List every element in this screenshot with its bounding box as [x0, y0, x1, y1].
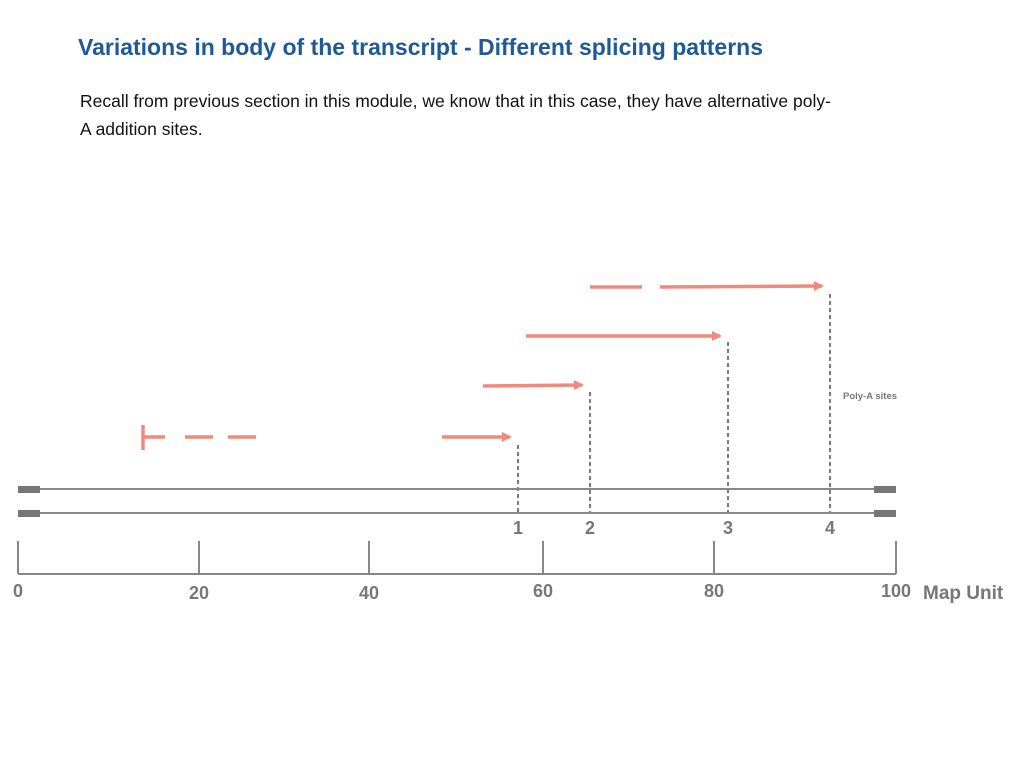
scale-tick-label-60: 60 [533, 581, 553, 601]
polya-site-label-2: 2 [585, 518, 595, 538]
scale-tick-label-40: 40 [359, 583, 379, 603]
scale-tick-label-80: 80 [704, 581, 724, 601]
scale-tick-label-20: 20 [189, 583, 209, 603]
transcript-arrow-2 [482, 380, 584, 391]
transcript-arrow-4 [590, 281, 824, 292]
polya-site-label-4: 4 [825, 518, 835, 538]
scale-unit-label: Map Unit [923, 583, 1004, 604]
transcript-start-dashed [141, 425, 256, 450]
scale-tick-label-0: 0 [13, 581, 23, 601]
polya-site-guides [517, 294, 831, 513]
map-scale [17, 541, 897, 575]
dna-double-strand [18, 486, 896, 517]
polya-site-label-3: 3 [723, 518, 733, 538]
polya-sites-label: Poly-A sites [843, 391, 897, 402]
scale-tick-label-100: 100 [881, 581, 911, 601]
slide-title: Variations in body of the transcript - D… [78, 34, 763, 60]
polya-site-label-1: 1 [513, 518, 523, 538]
slide-body-text: Recall from previous section in this mod… [80, 91, 831, 139]
